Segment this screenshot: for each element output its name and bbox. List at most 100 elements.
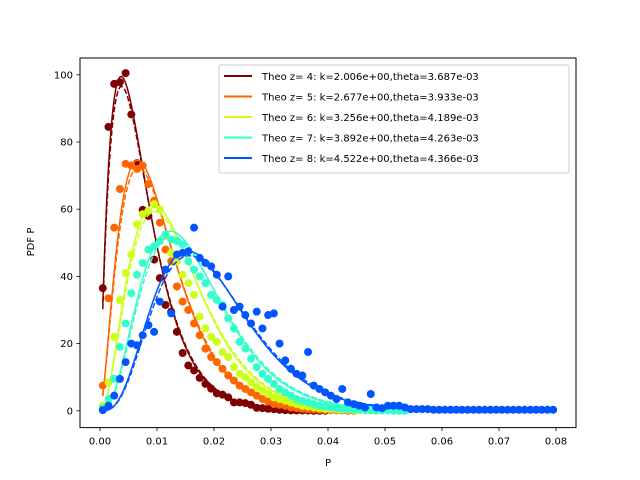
series-5-point: [212, 270, 221, 279]
series-5-point: [235, 302, 244, 311]
series-5-point: [480, 405, 489, 414]
series-4-point: [184, 257, 193, 266]
series-5-point: [338, 384, 347, 393]
series-1-point: [104, 122, 113, 131]
series-1-point: [190, 366, 199, 375]
series-5-point: [497, 405, 506, 414]
series-5-point: [514, 405, 523, 414]
legend-label: Theo z= 7: k=3.892e+00,theta=4.263e-03: [261, 134, 479, 145]
series-2-point: [184, 306, 193, 314]
y-tick-label: 60: [60, 205, 73, 216]
series-5-point: [543, 405, 552, 414]
series-3-point: [155, 205, 164, 214]
series-1-point: [178, 349, 187, 358]
series-2: [98, 159, 557, 415]
series-3-point: [241, 373, 250, 382]
series-4-point: [269, 379, 278, 388]
series-1-point: [195, 373, 204, 382]
series-4-point: [201, 279, 210, 288]
x-axis: 0.00 0.01 0.02 0.03 0.04 0.05 0.06 0.07 0.08: [89, 427, 567, 448]
series-5-point: [549, 405, 558, 414]
x-tick-label: 0.05: [374, 437, 396, 448]
series-3-point: [224, 353, 233, 362]
series-5-point: [144, 321, 153, 330]
series-3-point: [121, 269, 130, 278]
series-1-point: [98, 284, 107, 293]
series-5-point: [406, 405, 415, 414]
series-1-point: [207, 384, 216, 393]
series-5-point: [195, 253, 204, 262]
series-4-point: [115, 342, 124, 351]
legend-box: [218, 64, 570, 174]
series-5-point: [509, 405, 518, 414]
series-5-point: [98, 406, 107, 415]
series-3-point: [195, 312, 204, 321]
series-5-point: [252, 307, 261, 316]
series-1-point: [252, 403, 261, 412]
series-1-point: [184, 361, 193, 370]
plot-marks: [98, 69, 558, 415]
series-5-point: [184, 247, 193, 256]
x-tick-label: 0.03: [260, 437, 282, 448]
series-5-fit-curve: [102, 254, 557, 412]
y-tick-label: 100: [54, 70, 73, 81]
series-5-point: [104, 401, 113, 410]
series-5-point: [247, 319, 256, 328]
series-4-point: [150, 242, 159, 251]
series-1-point: [115, 78, 124, 87]
legend-label: Theo z= 4: k=2.006e+00,theta=3.687e-03: [261, 72, 479, 83]
series-4-point: [207, 290, 216, 299]
series-1-point: [121, 69, 130, 78]
series-3-point: [212, 337, 221, 346]
series-4-point: [264, 374, 273, 383]
series-4-point: [252, 363, 261, 372]
series-2-point: [110, 223, 119, 232]
series-5-point: [383, 401, 392, 410]
x-axis-label: P: [325, 458, 331, 469]
legend-label: Theo z= 6: k=3.256e+00,theta=4.189e-03: [261, 113, 479, 124]
series-2-point: [212, 358, 221, 367]
series-1-point: [201, 379, 210, 388]
series-4-point: [161, 230, 170, 239]
series-3-point: [218, 348, 227, 356]
series-5-point: [110, 391, 119, 400]
series-5-point: [452, 405, 461, 414]
series-3-point: [201, 324, 210, 333]
series-4-point: [110, 374, 119, 383]
series-5-point: [429, 405, 438, 414]
series-5-point: [446, 405, 455, 414]
series-5-theory-curve: [102, 250, 557, 412]
series-4-point: [178, 240, 187, 249]
series-5-point: [161, 265, 170, 274]
series-4-point: [338, 404, 347, 413]
series-5-point: [115, 374, 124, 383]
series-5: [98, 223, 558, 415]
series-5-point: [532, 405, 541, 414]
y-tick-label: 0: [67, 406, 73, 417]
series-5-point: [304, 348, 313, 356]
series-4-point: [241, 344, 250, 353]
series-2-fit-curve: [102, 166, 557, 412]
series-4-point: [258, 369, 267, 378]
legend-label: Theo z= 8: k=4.522e+00,theta=4.366e-03: [261, 154, 479, 165]
series-2-point: [144, 180, 153, 188]
series-2-point: [201, 344, 210, 353]
series-4-point: [190, 265, 199, 274]
series-4: [98, 230, 557, 415]
series-5-point: [389, 401, 398, 410]
series-4-point: [247, 354, 256, 363]
series-5-point: [486, 405, 495, 414]
series-5-point: [503, 405, 512, 414]
series-5-point: [155, 297, 164, 306]
series-4-point: [155, 237, 164, 246]
series-5-point: [275, 339, 284, 348]
series-1-point: [224, 393, 233, 402]
x-tick-label: 0.08: [545, 437, 567, 448]
series-3-point: [133, 220, 142, 229]
series-3-point: [110, 332, 119, 341]
series-5-point: [492, 405, 501, 414]
series-5-point: [281, 356, 290, 365]
series-5-point: [218, 302, 227, 311]
x-tick-label: 0.06: [431, 437, 453, 448]
series-3-point: [184, 279, 193, 288]
